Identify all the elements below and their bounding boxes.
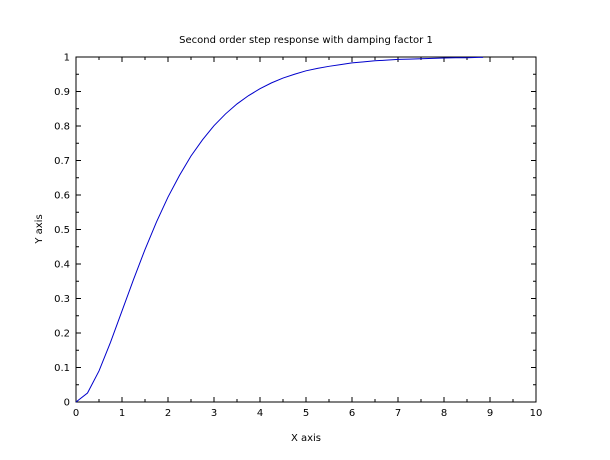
y-tick-label: 0.5 xyxy=(54,225,70,236)
y-tick-label: 0.7 xyxy=(54,156,70,167)
y-tick-label: 0.2 xyxy=(54,329,70,340)
y-tick-label: 0.3 xyxy=(54,294,70,305)
y-tick-label: 0.9 xyxy=(54,87,70,98)
y-tick-label: 0.8 xyxy=(54,122,70,133)
x-tick-label: 6 xyxy=(349,408,355,419)
x-tick-label: 3 xyxy=(211,408,217,419)
x-tick-label: 4 xyxy=(257,408,263,419)
chart-title: Second order step response with damping … xyxy=(179,35,433,46)
y-tick-label: 1 xyxy=(64,53,70,64)
y-tick-label: 0.6 xyxy=(54,191,70,202)
y-axis-label: Y axis xyxy=(34,214,45,244)
y-tick-label: 0 xyxy=(64,398,70,409)
x-tick-label: 5 xyxy=(303,408,309,419)
x-tick-label: 7 xyxy=(395,408,401,419)
x-tick-label: 8 xyxy=(441,408,447,419)
x-tick-label: 0 xyxy=(73,408,79,419)
y-tick-label: 0.4 xyxy=(54,260,70,271)
x-tick-label: 9 xyxy=(487,408,493,419)
plot-frame xyxy=(75,56,537,403)
y-axis-ticks: 0 0.1 0.2 0.3 0.4 0.5 0.6 0.7 0.8 0.9 1 xyxy=(54,53,536,409)
x-axis-label: X axis xyxy=(291,433,321,444)
x-tick-label: 2 xyxy=(165,408,171,419)
x-tick-label: 1 xyxy=(119,408,125,419)
x-axis-ticks: 0 1 2 3 4 5 6 7 8 9 10 xyxy=(73,57,543,419)
x-tick-label: 10 xyxy=(530,408,543,419)
series-line xyxy=(75,56,484,403)
y-tick-label: 0.1 xyxy=(54,363,70,374)
